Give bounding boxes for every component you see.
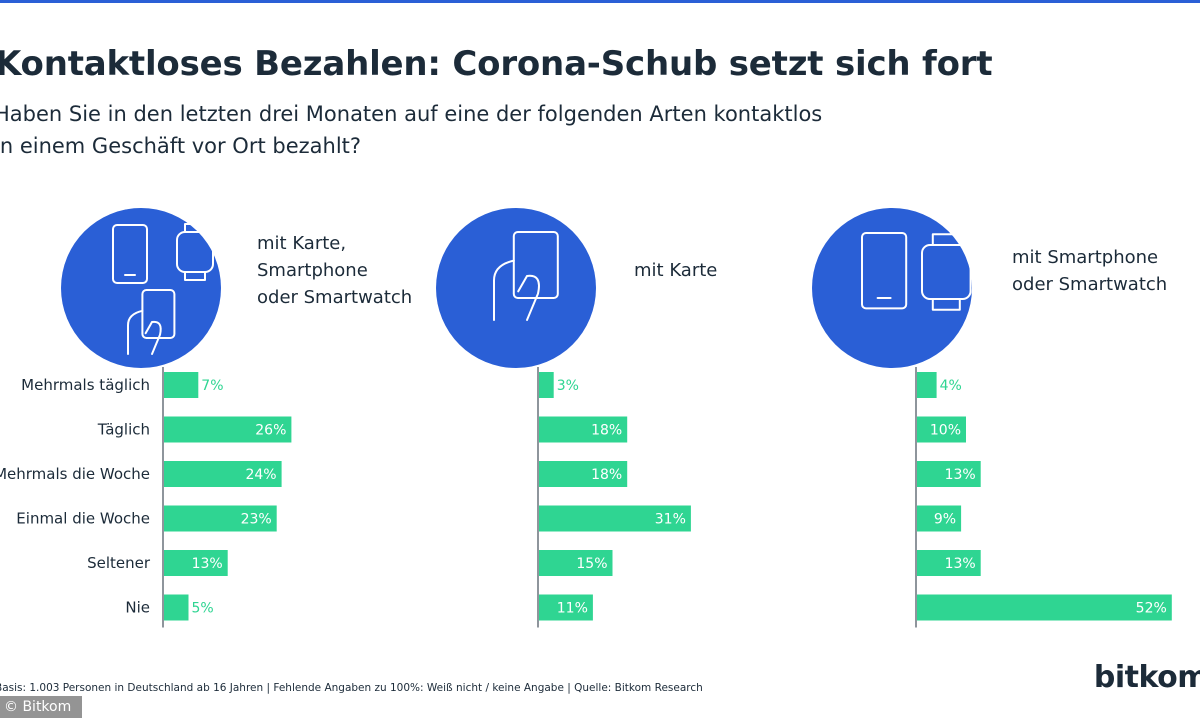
bar bbox=[164, 594, 189, 621]
bar bbox=[917, 372, 937, 398]
bar-value-label: 10% bbox=[930, 423, 961, 439]
panel-caption: oder Smartwatch bbox=[1012, 274, 1167, 295]
bar-value-label: 18% bbox=[591, 423, 622, 439]
bar bbox=[539, 550, 613, 576]
chart-panel-2: mit Karte 3% 18% 18% 31% 15% 11% bbox=[436, 208, 717, 628]
bar-value-label: 5% bbox=[192, 601, 214, 617]
bar bbox=[164, 461, 282, 487]
top-rule bbox=[0, 0, 1200, 3]
panel-caption: oder Smartwatch bbox=[257, 287, 412, 308]
bar-value-label: 23% bbox=[241, 512, 272, 528]
icon-circle bbox=[436, 208, 596, 368]
bitkom-logo: bitkom bbox=[1093, 660, 1200, 695]
hand-icon-thumb bbox=[517, 274, 540, 321]
category-label: Täglich bbox=[97, 421, 150, 439]
bar-value-label: 9% bbox=[934, 512, 956, 528]
bar bbox=[917, 416, 966, 443]
smartphone-icon bbox=[861, 232, 908, 310]
category-label: Seltener bbox=[87, 554, 151, 572]
bar-value-label: 7% bbox=[201, 378, 223, 394]
bar-value-label: 13% bbox=[945, 556, 976, 572]
bar bbox=[539, 416, 628, 443]
chart-panel-3: mit Smartphone oder Smartwatch 4% 10% 13% 9% 1… bbox=[812, 208, 1172, 628]
copyright-badge: © Bitkom bbox=[0, 696, 82, 718]
chart-panel-1: mit Karte, Smartphone oder Smartwatch 7% 26%… bbox=[61, 208, 412, 628]
bar bbox=[164, 505, 277, 532]
smartwatch-icon-strap-top bbox=[931, 233, 961, 246]
smartwatch-icon-strap-bottom bbox=[931, 298, 961, 311]
bar-value-label: 15% bbox=[576, 556, 607, 572]
bar bbox=[539, 505, 691, 532]
bar-value-label: 13% bbox=[192, 556, 223, 572]
icon-circle bbox=[61, 208, 221, 368]
hand-icon-palm bbox=[493, 259, 515, 321]
bar-value-label: 18% bbox=[591, 467, 622, 483]
bar-value-label: 52% bbox=[1136, 601, 1167, 617]
bar-value-label: 3% bbox=[557, 378, 579, 394]
category-label: Einmal die Woche bbox=[16, 510, 150, 528]
panel-caption: mit Karte bbox=[634, 260, 717, 281]
chart-title: Kontaktloses Bezahlen: Corona-Schub setz… bbox=[0, 44, 993, 84]
hand-icon-palm bbox=[127, 309, 144, 355]
chart-subtitle: Haben Sie in den letzten drei Monaten au… bbox=[0, 102, 823, 158]
bar bbox=[917, 594, 1172, 621]
bar bbox=[164, 372, 199, 398]
bar-value-label: 4% bbox=[940, 378, 962, 394]
smartwatch-icon bbox=[176, 231, 214, 273]
icon-circle bbox=[812, 208, 972, 368]
source-note: Basis: 1.003 Personen in Deutschland ab … bbox=[0, 682, 703, 694]
hand-icon-thumb bbox=[144, 320, 162, 355]
bar-value-label: 26% bbox=[255, 423, 286, 439]
bar-value-label: 11% bbox=[557, 601, 588, 617]
bar bbox=[164, 550, 228, 576]
bar bbox=[917, 461, 981, 487]
category-label: Nie bbox=[125, 599, 150, 617]
smartwatch-icon-strap-bottom bbox=[184, 271, 206, 281]
smartwatch-icon-strap-top bbox=[184, 223, 206, 233]
bar-value-label: 13% bbox=[945, 467, 976, 483]
bar bbox=[539, 594, 593, 621]
bar bbox=[539, 461, 628, 487]
bar bbox=[917, 505, 962, 532]
smartphone-icon bbox=[112, 224, 148, 284]
category-label: Mehrmals die Woche bbox=[0, 465, 150, 483]
bar-value-label: 31% bbox=[655, 512, 686, 528]
panel-caption: mit Smartphone bbox=[1012, 247, 1158, 268]
bar-value-label: 24% bbox=[245, 467, 276, 483]
bar bbox=[917, 550, 981, 576]
panel-caption: mit Karte, bbox=[257, 233, 346, 254]
smartwatch-icon bbox=[921, 244, 972, 300]
bar bbox=[539, 372, 554, 398]
bar bbox=[164, 416, 292, 443]
panel-caption: Smartphone bbox=[257, 260, 368, 281]
category-label: Mehrmals täglich bbox=[21, 376, 150, 394]
